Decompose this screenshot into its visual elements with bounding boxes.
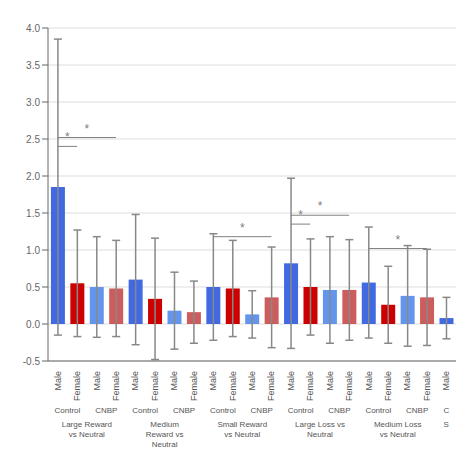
svg-text:*: *	[240, 221, 245, 235]
svg-text:Male: Male	[130, 371, 140, 391]
svg-text:Male: Male	[402, 371, 412, 391]
svg-text:C: C	[443, 406, 449, 415]
svg-text:CNBP: CNBP	[95, 406, 117, 415]
svg-text:Large Loss vsNeutral: Large Loss vsNeutral	[295, 420, 345, 439]
svg-text:Small Rewardvs Neutral: Small Rewardvs Neutral	[217, 420, 267, 439]
svg-text:*: *	[298, 208, 303, 222]
svg-text:Control: Control	[55, 406, 81, 415]
svg-text:*: *	[65, 130, 70, 144]
svg-text:2.5: 2.5	[26, 134, 40, 145]
svg-text:Male: Male	[286, 371, 296, 391]
svg-text:2.0: 2.0	[26, 171, 40, 182]
svg-text:*: *	[318, 199, 323, 213]
svg-text:MediumReward vsNeutral: MediumReward vsNeutral	[146, 420, 184, 449]
svg-text:Male: Male	[92, 371, 102, 391]
svg-text:Male: Male	[247, 371, 257, 391]
svg-text:Male: Male	[325, 371, 335, 391]
svg-text:Control: Control	[210, 406, 236, 415]
svg-text:Female: Female	[422, 371, 432, 401]
svg-text:1.0: 1.0	[26, 245, 40, 256]
svg-text:Male: Male	[364, 371, 374, 391]
svg-text:Male: Male	[169, 371, 179, 391]
svg-text:*: *	[85, 122, 90, 136]
svg-text:Control: Control	[288, 406, 314, 415]
svg-text:Female: Female	[189, 371, 199, 401]
svg-text:Female: Female	[266, 371, 276, 401]
svg-text:Female: Female	[72, 371, 82, 401]
svg-text:3.5: 3.5	[26, 60, 40, 71]
svg-text:Female: Female	[111, 371, 121, 401]
svg-text:Medium Lossvs Neutral: Medium Lossvs Neutral	[374, 420, 422, 439]
svg-text:Female: Female	[344, 371, 354, 401]
svg-text:Female: Female	[305, 371, 315, 401]
svg-text:0.5: 0.5	[26, 282, 40, 293]
svg-text:CNBP: CNBP	[173, 406, 195, 415]
svg-text:4.0: 4.0	[26, 23, 40, 34]
svg-text:1.5: 1.5	[26, 208, 40, 219]
svg-text:Female: Female	[150, 371, 160, 401]
svg-text:0.0: 0.0	[26, 319, 40, 330]
svg-text:Control: Control	[365, 406, 391, 415]
svg-text:Female: Female	[228, 371, 238, 401]
svg-text:CNBP: CNBP	[251, 406, 273, 415]
svg-text:Female: Female	[383, 371, 393, 401]
svg-text:-0.5: -0.5	[23, 356, 41, 367]
svg-text:*: *	[395, 233, 400, 247]
svg-text:CNBP: CNBP	[406, 406, 428, 415]
svg-text:S: S	[444, 420, 449, 429]
svg-text:Male: Male	[208, 371, 218, 391]
svg-text:Control: Control	[132, 406, 158, 415]
svg-text:Large Rewardvs Neutral: Large Rewardvs Neutral	[62, 420, 112, 439]
svg-text:Male: Male	[441, 371, 451, 391]
svg-text:CNBP: CNBP	[328, 406, 350, 415]
svg-text:3.0: 3.0	[26, 97, 40, 108]
svg-text:Male: Male	[53, 371, 63, 391]
